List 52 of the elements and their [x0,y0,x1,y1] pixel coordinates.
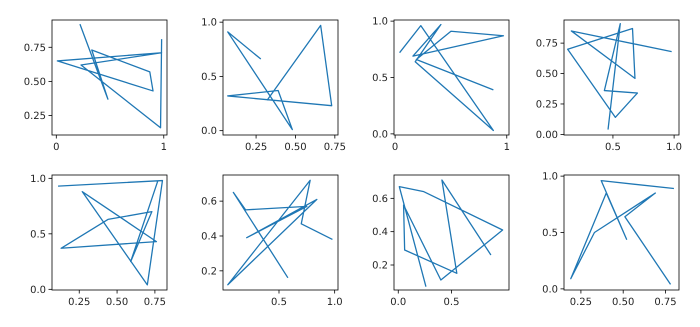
x-tick-label: 0 [392,142,398,153]
y-tick-label: 0.6 [372,194,388,205]
y-tick-label: 0.5 [201,72,217,83]
line-series [570,180,675,286]
x-tick-label: 0 [53,142,60,153]
x-tick-label: 0.5 [271,297,287,308]
line-series [57,180,164,286]
line-series [567,23,672,130]
y-tick-label: 0.25 [24,110,46,122]
y-tick-label: 1.0 [30,174,46,185]
y-tick-label: 0.00 [536,130,558,141]
line-series [227,24,332,130]
y-tick-label: 0.0 [30,284,46,296]
x-tick-label: 0.5 [604,142,621,153]
line-series [398,24,504,132]
y-tick-label: 0.0 [542,284,558,296]
y-tick-label: 0.5 [372,73,388,84]
x-tick-label: 0.25 [68,297,90,308]
x-tick-label: 0.5 [444,297,460,308]
x-tick-label: 0.25 [570,297,592,308]
line-series [398,179,504,288]
y-tick-label: 1.0 [201,18,217,29]
x-tick-label: 0.75 [654,297,677,308]
x-tick-label: 1.0 [326,297,343,308]
x-tick-label: 0.50 [284,142,307,153]
y-tick-label: 0.0 [201,126,217,138]
y-tick-label: 0.50 [24,76,46,88]
y-tick-label: 0.5 [542,228,558,239]
x-tick-label: 1.0 [666,142,682,153]
y-tick-label: 0.2 [372,260,388,272]
line-series [227,180,334,286]
y-tick-label: 1.0 [372,16,388,28]
y-tick-label: 0.25 [536,99,558,110]
x-tick-label: 0.50 [612,297,634,308]
x-tick-label: 0.75 [324,142,346,153]
y-tick-label: 0.0 [372,129,388,140]
x-tick-label: 0.50 [106,297,128,308]
y-tick-label: 1.0 [542,172,558,183]
x-tick-label: 1 [504,142,510,153]
line-series [56,23,162,128]
y-tick-label: 0.5 [30,229,46,240]
y-tick-label: 0.75 [536,38,558,50]
y-tick-label: 0.75 [24,42,46,54]
x-tick-label: 0.25 [244,142,268,153]
y-tick-label: 0.50 [536,69,558,80]
x-tick-label: 0.75 [144,297,166,308]
y-tick-label: 0.4 [372,227,388,238]
y-tick-label: 0.4 [201,231,217,242]
y-tick-label: 0.6 [201,196,217,208]
x-tick-label: 1 [160,142,167,153]
x-tick-label: 0.0 [390,297,406,308]
y-tick-label: 0.2 [201,266,217,278]
